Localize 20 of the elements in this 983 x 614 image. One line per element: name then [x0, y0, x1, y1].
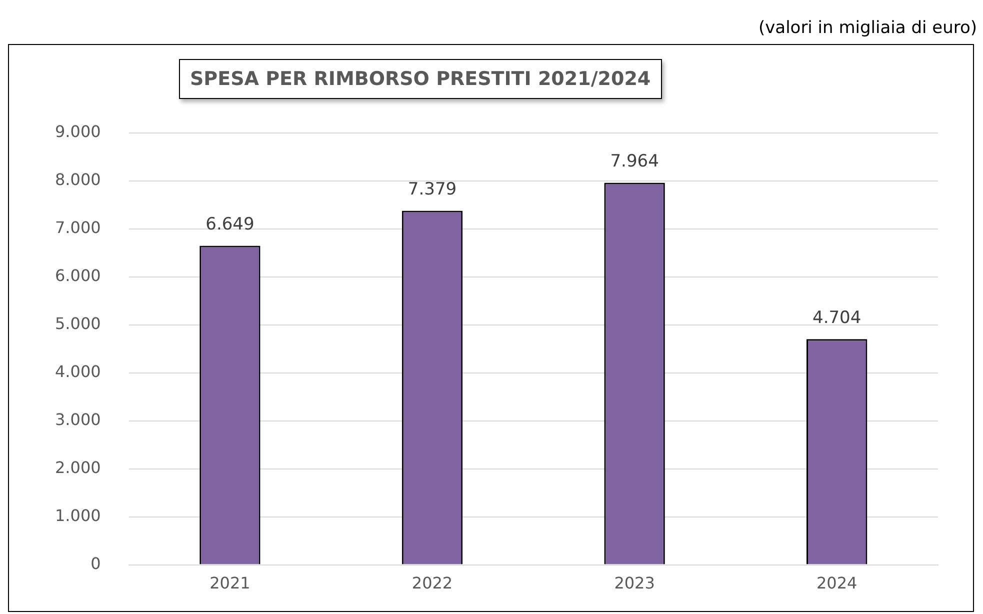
y-tick-label: 6.000 — [54, 266, 101, 286]
data-label: 7.379 — [408, 180, 457, 200]
data-label: 7.964 — [610, 152, 659, 172]
y-tick-label: 2.000 — [54, 458, 101, 477]
y-tick-label: 4.000 — [54, 362, 101, 382]
x-tick-label: 2024 — [816, 574, 858, 593]
text: (valori in migliaia di euro) — [758, 18, 977, 38]
y-tick-label: 3.000 — [54, 410, 101, 430]
x-tick-label: 2021 — [210, 574, 250, 593]
y-tick-label: 1.000 — [54, 506, 101, 525]
y-tick-label: 7.000 — [54, 218, 101, 238]
chart-title: SPESA PER RIMBORSO PRESTITI 2021/2024 — [179, 59, 662, 99]
y-tick-label: 9.000 — [54, 122, 101, 142]
data-label: 4.704 — [812, 308, 862, 328]
data-label: 6.649 — [206, 214, 254, 235]
y-tick-label: 0 — [90, 554, 101, 573]
y-tick-label: 5.000 — [54, 314, 101, 334]
x-tick-label: 2023 — [614, 574, 655, 593]
y-tick-label: 8.000 — [54, 170, 101, 190]
x-tick-label: 2022 — [412, 574, 453, 593]
